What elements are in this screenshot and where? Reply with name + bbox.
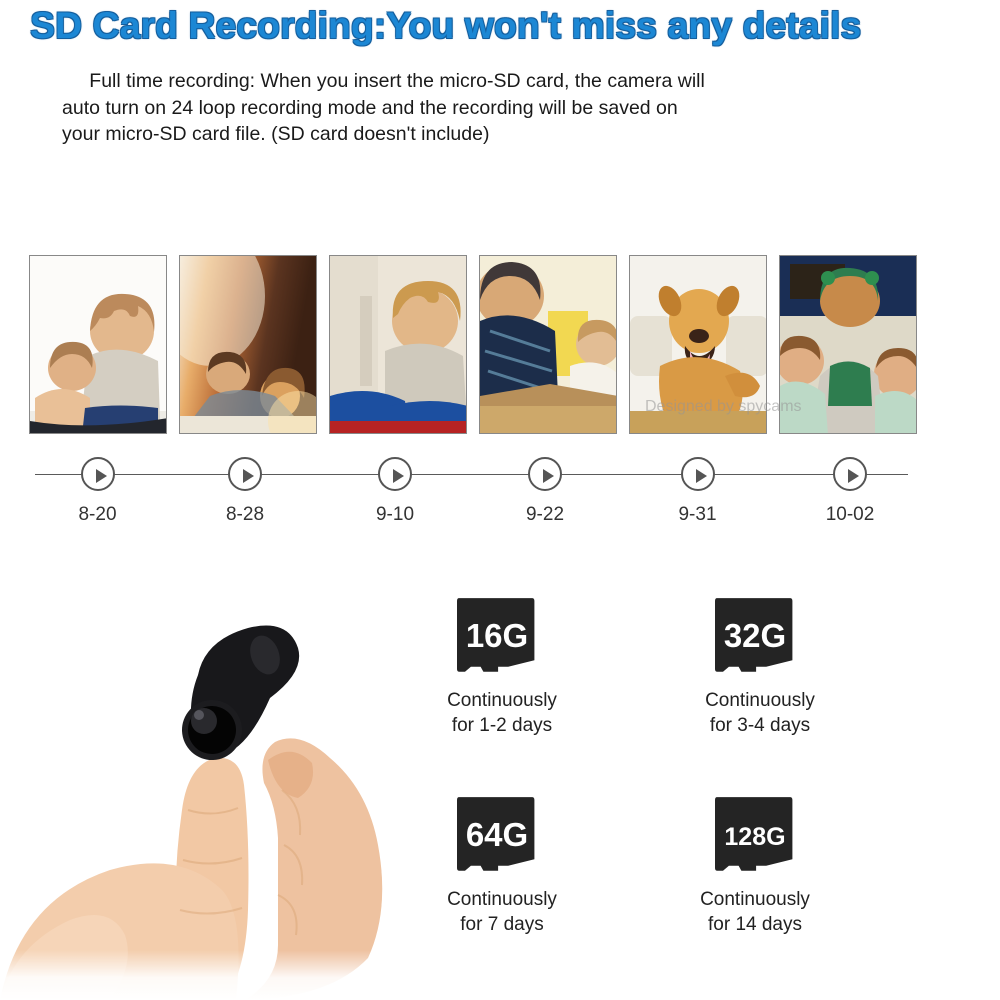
svg-text:32G: 32G (724, 617, 786, 654)
svg-text:128G: 128G (724, 823, 785, 851)
svg-text:64G: 64G (466, 816, 528, 853)
svg-text:16G: 16G (466, 617, 528, 654)
